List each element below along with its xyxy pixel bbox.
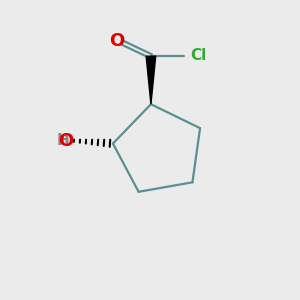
Text: O: O (58, 131, 74, 149)
Text: H: H (57, 133, 70, 148)
Text: O: O (110, 32, 125, 50)
Polygon shape (146, 56, 156, 104)
Text: Cl: Cl (190, 48, 207, 63)
